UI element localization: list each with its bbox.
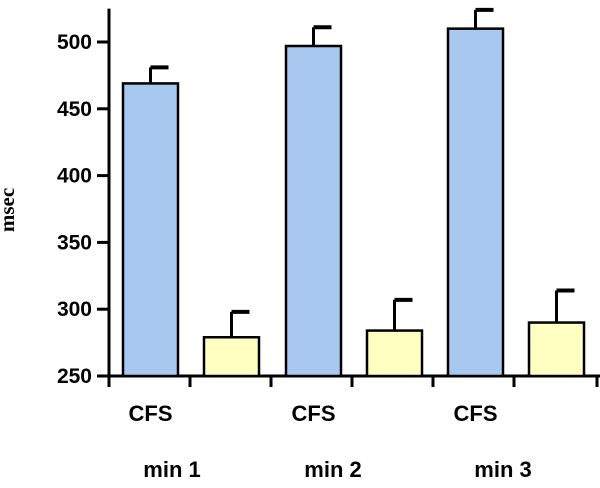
y-tick-label: 400 [57,165,92,188]
bar [527,321,586,378]
y-axis-label: msec [0,188,19,232]
bar-category-label: CFS [454,401,498,426]
group-label: min 2 [304,457,361,482]
bar [365,329,424,378]
bar [121,82,180,378]
y-tick-label: 300 [57,298,92,321]
bar-category-label: CFS [292,401,336,426]
group-label: min 1 [143,457,200,482]
bar [202,336,261,378]
bars [121,7,586,378]
y-tick-label: 350 [57,231,92,254]
category-labels: CFS CFS CFS min 1 min 2 min 3 [129,401,532,482]
y-tick-label: 250 [57,365,92,388]
y-tick-label: 500 [57,31,92,54]
bar [446,27,505,378]
axes: 250 300 350 400 450 500 [57,8,600,388]
group-label: min 3 [474,457,531,482]
y-tick-label: 450 [57,98,92,121]
bar [284,44,343,378]
bar-category-label: CFS [129,401,173,426]
